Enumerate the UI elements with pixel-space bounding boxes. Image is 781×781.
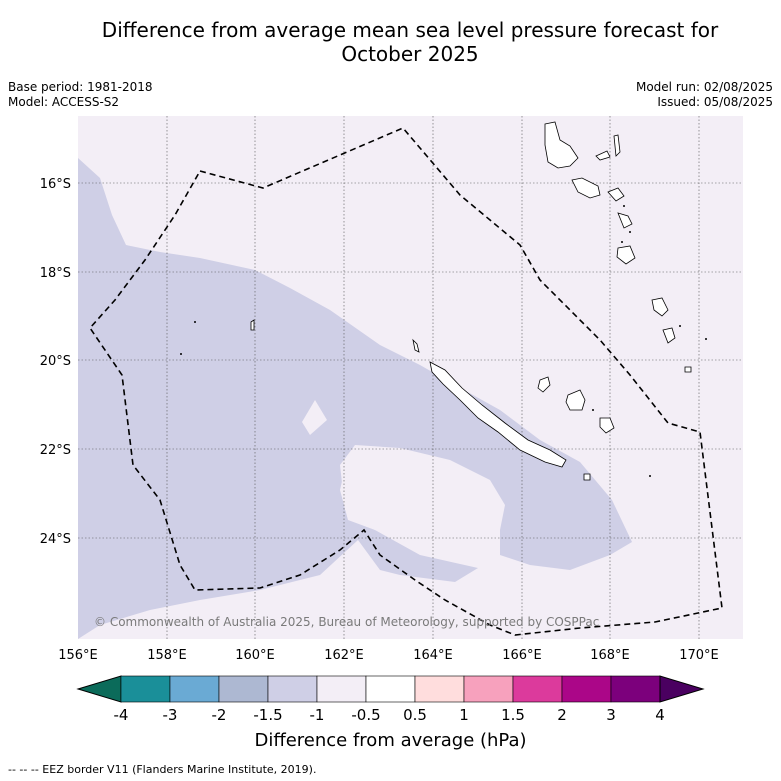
colorbar-boxes bbox=[120, 675, 661, 703]
colorbar-swatch bbox=[463, 675, 514, 703]
colorbar-swatch bbox=[169, 675, 220, 703]
loyalty-island-mare bbox=[599, 417, 615, 434]
issued-date: Issued: 05/08/2025 bbox=[657, 95, 773, 109]
vanuatu-espiritu-santo bbox=[544, 121, 579, 169]
colorbar-tick-label: -2 bbox=[212, 706, 227, 724]
vanuatu-epi bbox=[607, 187, 625, 202]
lon-tick-label: 158°E bbox=[147, 648, 187, 663]
colorbar-swatch bbox=[414, 675, 465, 703]
eez-footnote: -- -- -- EEZ border V11 (Flanders Marine… bbox=[8, 763, 317, 776]
islet-dot bbox=[623, 205, 625, 207]
lat-tick-label: 18°S bbox=[40, 266, 71, 281]
vanuatu-efate bbox=[617, 212, 633, 229]
colorbar-tick-label: 3 bbox=[606, 706, 616, 724]
lon-tick-label: 168°E bbox=[590, 648, 630, 663]
colorbar-tick-label: -0.5 bbox=[351, 706, 380, 724]
base-period: Base period: 1981-2018 bbox=[8, 80, 153, 94]
tiny-islets bbox=[180, 205, 707, 477]
lon-tick-label: 164°E bbox=[413, 648, 453, 663]
islands bbox=[250, 121, 692, 481]
colorbar-swatch bbox=[120, 675, 171, 703]
vanuatu-erromango bbox=[616, 245, 636, 265]
vanuatu-malekula bbox=[571, 177, 601, 199]
longitude-labels: 156°E 158°E 160°E 162°E 164°E 166°E 168°E 170°E bbox=[58, 648, 719, 663]
colorbar-tick-label: 2 bbox=[557, 706, 567, 724]
islet-dot bbox=[649, 475, 651, 477]
latitude-labels: 16°S 18°S 20°S 22°S 24°S bbox=[40, 177, 71, 547]
map-panel: © Commonwealth of Australia 2025, Bureau… bbox=[78, 116, 743, 639]
anomaly-hole-small bbox=[302, 400, 327, 435]
lon-tick-label: 166°E bbox=[502, 648, 542, 663]
lat-tick-label: 20°S bbox=[40, 354, 71, 369]
title-line-2: October 2025 bbox=[341, 42, 479, 66]
vanuatu-ambae bbox=[595, 150, 611, 161]
vanuatu-maewo bbox=[613, 134, 621, 157]
colorbar-tick-label: -4 bbox=[114, 706, 129, 724]
colorbar-swatch bbox=[267, 675, 318, 703]
lat-tick-label: 22°S bbox=[40, 443, 71, 458]
lat-tick-label: 24°S bbox=[40, 532, 71, 547]
colorbar-swatch bbox=[512, 675, 563, 703]
colorbar-swatch bbox=[610, 675, 661, 703]
model-run: Model run: 02/08/2025 bbox=[635, 80, 773, 94]
colorbar-tick-label: 4 bbox=[655, 706, 665, 724]
lon-tick-label: 170°E bbox=[679, 648, 719, 663]
colorbar-swatch bbox=[365, 675, 416, 703]
copyright-notice: © Commonwealth of Australia 2025, Bureau… bbox=[94, 615, 599, 629]
model-name: Model: ACCESS-S2 bbox=[8, 95, 120, 109]
vanuatu-tanna bbox=[651, 297, 669, 317]
anomaly-band-minus1 bbox=[78, 158, 632, 639]
chesterfield-islet bbox=[250, 319, 255, 331]
lon-tick-label: 162°E bbox=[324, 648, 364, 663]
islet-dot bbox=[194, 321, 196, 323]
colorbar-swatch bbox=[316, 675, 367, 703]
lat-tick-label: 16°S bbox=[40, 177, 71, 192]
loyalty-island-ouvea bbox=[537, 376, 551, 393]
lon-tick-label: 160°E bbox=[235, 648, 275, 663]
meta-left: Base period: 1981-2018 Model: ACCESS-S2 bbox=[8, 80, 153, 110]
colorbar-swatch bbox=[561, 675, 612, 703]
colorbar-tick-labels: -4 -3 -2 -1.5 -1 -0.5 0.5 1 1.5 2 3 4 bbox=[114, 706, 665, 724]
lon-tick-label: 156°E bbox=[58, 648, 98, 663]
islet-dot bbox=[180, 353, 182, 355]
colorbar-over-arrow bbox=[659, 675, 705, 703]
islet-dot bbox=[629, 231, 631, 233]
colorbar-tick-label: 1 bbox=[459, 706, 469, 724]
islet-dot bbox=[592, 409, 594, 411]
colorbar-swatch bbox=[218, 675, 269, 703]
new-caledonia-island bbox=[429, 361, 567, 468]
colorbar-tick-label: 1.5 bbox=[501, 706, 525, 724]
colorbar-tick-label: -3 bbox=[163, 706, 178, 724]
vanuatu-aneityum bbox=[662, 327, 676, 344]
colorbar: -4 -3 -2 -1.5 -1 -0.5 0.5 1 1.5 2 3 4 bbox=[76, 675, 705, 724]
islet-dot bbox=[679, 325, 681, 327]
gridlines bbox=[78, 116, 743, 639]
map-title: Difference from average mean sea level p… bbox=[40, 18, 780, 66]
colorbar-tick-label: 0.5 bbox=[403, 706, 427, 724]
matthew-island bbox=[684, 366, 692, 373]
colorbar-tick-label: -1.5 bbox=[253, 706, 282, 724]
colorbar-title: Difference from average (hPa) bbox=[254, 730, 527, 751]
loyalty-island-lifou bbox=[565, 389, 586, 411]
islet-dot bbox=[705, 338, 707, 340]
isle-of-pines bbox=[583, 473, 591, 481]
eez-border bbox=[88, 127, 723, 636]
islet-dot bbox=[621, 241, 623, 243]
colorbar-under-arrow bbox=[76, 675, 122, 703]
colorbar-tick-label: -1 bbox=[310, 706, 325, 724]
belep-island bbox=[412, 338, 420, 353]
anomaly-hole-large bbox=[340, 448, 502, 545]
meta-right: Model run: 02/08/2025 Issued: 05/08/2025 bbox=[636, 80, 773, 110]
title-line-1: Difference from average mean sea level p… bbox=[101, 18, 719, 42]
